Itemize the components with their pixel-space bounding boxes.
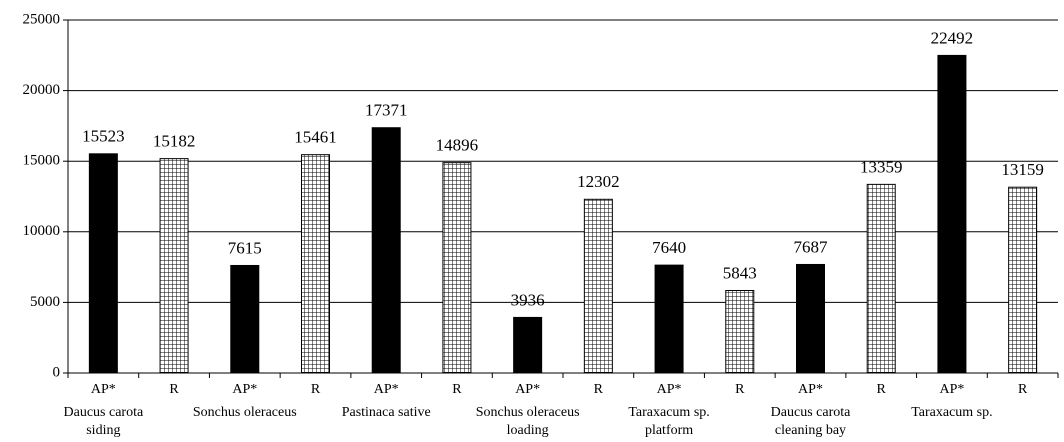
y-tick-label: 25000: [23, 11, 61, 27]
bar: [230, 264, 260, 374]
group-label: cleaning bay: [775, 423, 846, 438]
value-label: 15182: [153, 132, 196, 151]
value-label: 12302: [577, 172, 620, 191]
x-tick-label: AP*: [657, 382, 682, 397]
value-label: 14896: [436, 136, 479, 155]
x-tick-label: AP*: [798, 382, 823, 397]
y-tick-label: 0: [53, 364, 61, 380]
bar: [88, 153, 118, 374]
value-label: 15461: [294, 128, 337, 147]
value-label: 22492: [931, 28, 974, 47]
bar: [1008, 186, 1038, 374]
bar: [866, 183, 896, 374]
group-label: siding: [86, 423, 120, 438]
value-label: 7687: [794, 237, 829, 256]
bar: [654, 264, 684, 374]
x-tick-label: AP*: [91, 382, 116, 397]
x-tick-label: AP*: [515, 382, 540, 397]
x-tick-label: AP*: [232, 382, 257, 397]
value-label: 13359: [860, 157, 903, 176]
bar: [301, 154, 330, 374]
x-tick-label: AP*: [374, 382, 399, 397]
x-tick-label: AP*: [939, 382, 964, 397]
value-label: 3936: [511, 290, 545, 309]
group-label: Daucus carota: [64, 405, 144, 420]
bar: [159, 158, 189, 374]
y-tick-label: 10000: [23, 223, 61, 239]
group-label: Sonchus oleraceus: [193, 405, 297, 420]
y-tick-label: 20000: [23, 82, 61, 98]
x-tick-label: R: [735, 382, 745, 397]
bar: [725, 289, 755, 374]
x-tick-label: R: [1018, 382, 1028, 397]
group-label: Pastinaca sative: [342, 405, 431, 420]
bar: [371, 127, 401, 374]
x-tick-label: R: [169, 382, 179, 397]
x-tick-label: R: [877, 382, 887, 397]
value-label: 17371: [365, 101, 408, 120]
bar: [796, 263, 825, 374]
value-label: 5843: [723, 263, 757, 282]
y-tick-label: 5000: [30, 294, 60, 310]
group-label: Sonchus oleraceus: [476, 405, 580, 420]
x-tick-label: R: [452, 382, 462, 397]
x-tick-label: R: [594, 382, 604, 397]
group-label: platform: [645, 423, 693, 438]
group-label: Daucus carota: [771, 405, 851, 420]
bar: [937, 54, 967, 374]
group-label: Taraxacum sp.: [628, 405, 709, 420]
group-label: loading: [507, 423, 549, 438]
bar: [442, 162, 472, 374]
x-tick-label: R: [311, 382, 321, 397]
value-label: 13159: [1001, 160, 1044, 179]
bar: [513, 316, 543, 374]
value-label: 7615: [228, 238, 262, 257]
y-tick-label: 15000: [23, 153, 61, 169]
bar: [583, 198, 613, 374]
value-label: 15523: [82, 127, 125, 146]
group-label: Taraxacum sp.: [911, 405, 992, 420]
value-label: 7640: [652, 238, 686, 257]
